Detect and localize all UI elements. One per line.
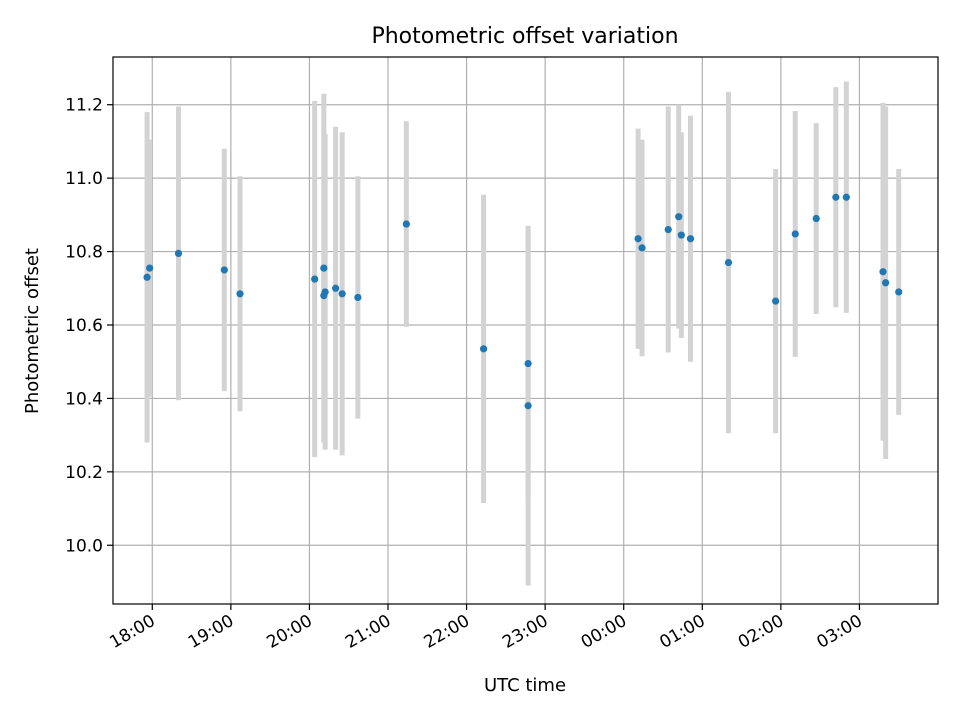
data-point	[338, 290, 346, 298]
data-point	[174, 249, 183, 258]
x-tick-label: 03:00	[813, 611, 865, 653]
y-tick-label: 10.4	[65, 389, 103, 409]
y-tick-label: 10.0	[65, 536, 103, 556]
x-tick-label: 01:00	[656, 611, 708, 653]
data-point	[524, 402, 532, 410]
data-point	[321, 288, 329, 296]
x-tick-label: 22:00	[421, 611, 473, 653]
x-tick-label: 23:00	[499, 611, 551, 653]
data-point	[772, 297, 780, 305]
y-tick-label: 10.8	[65, 243, 103, 263]
data-point	[882, 279, 890, 287]
data-points	[143, 193, 903, 410]
data-point	[675, 213, 683, 221]
data-point	[812, 214, 820, 223]
data-point	[879, 268, 887, 276]
data-point	[332, 284, 340, 292]
data-point	[791, 230, 799, 238]
data-point	[724, 258, 733, 267]
x-tick-label: 21:00	[342, 611, 394, 653]
data-point	[677, 231, 685, 239]
data-point	[638, 244, 646, 252]
y-tick-label: 11.2	[65, 96, 103, 116]
data-point	[634, 235, 642, 243]
x-tick-label: 02:00	[735, 611, 787, 653]
y-axis-label: Photometric offset	[22, 248, 43, 414]
data-point	[320, 264, 328, 272]
y-tick-label: 11.0	[65, 169, 103, 189]
chart-title: Photometric offset variation	[371, 24, 678, 49]
data-point	[143, 273, 151, 281]
data-point	[402, 220, 410, 228]
data-point	[220, 266, 228, 274]
plot-frame	[112, 56, 939, 605]
x-tick-label: 18:00	[106, 611, 158, 653]
x-tick-label: 19:00	[185, 611, 237, 653]
data-point	[311, 275, 319, 283]
data-point	[146, 264, 154, 272]
y-tick-label: 10.6	[65, 316, 103, 336]
data-point	[479, 345, 488, 353]
y-tick-label: 10.2	[65, 463, 103, 483]
x-axis-label: UTC time	[484, 675, 566, 696]
x-tick-label: 20:00	[263, 611, 315, 653]
error-bars	[144, 81, 902, 586]
axis-ticks: 18:00 19:00 20:00 21:00 22:00 23:00 00:00 01:00…	[65, 96, 866, 653]
data-point	[842, 193, 850, 201]
data-point	[236, 290, 244, 298]
data-point	[664, 225, 672, 234]
data-point	[354, 293, 362, 302]
x-tick-label: 00:00	[578, 611, 630, 653]
data-point	[686, 235, 695, 243]
grid-lines	[113, 57, 938, 604]
data-point	[832, 193, 840, 201]
data-point	[524, 359, 532, 368]
data-point	[895, 288, 903, 296]
